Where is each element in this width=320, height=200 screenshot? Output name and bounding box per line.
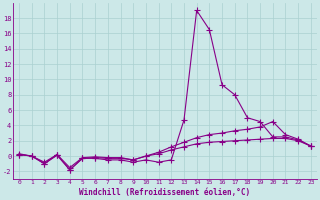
X-axis label: Windchill (Refroidissement éolien,°C): Windchill (Refroidissement éolien,°C) <box>79 188 251 197</box>
